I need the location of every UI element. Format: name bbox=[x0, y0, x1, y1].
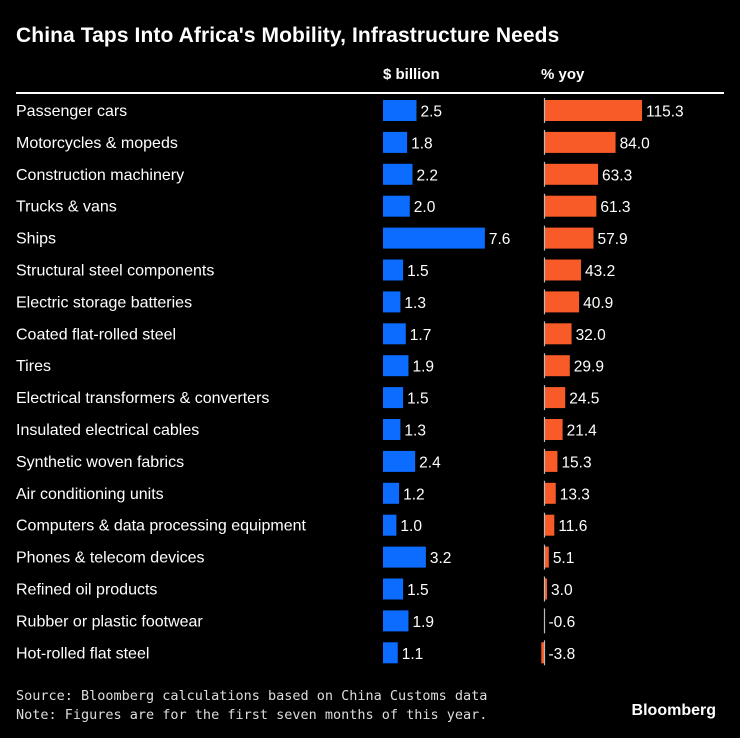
category-label: Refined oil products bbox=[16, 582, 157, 599]
yoy-value-label: 3.0 bbox=[551, 582, 573, 599]
yoy-value-label: 40.9 bbox=[583, 295, 613, 312]
yoy-value-label: 24.5 bbox=[569, 391, 599, 408]
category-label: Coated flat-rolled steel bbox=[16, 326, 176, 343]
yoy-value-label: -0.6 bbox=[549, 614, 576, 631]
billion-bar bbox=[383, 355, 409, 377]
billion-bar bbox=[383, 419, 401, 440]
billion-bar bbox=[383, 387, 404, 409]
billion-bar bbox=[383, 100, 417, 121]
billion-value-label: 1.3 bbox=[404, 295, 426, 312]
yoy-bar bbox=[544, 131, 616, 153]
yoy-bar bbox=[544, 163, 599, 185]
category-label: Rubber or plastic footwear bbox=[16, 613, 203, 630]
billion-value-label: 2.4 bbox=[419, 454, 441, 471]
footnote: Note: Figures are for the first seven mo… bbox=[16, 707, 488, 723]
yoy-value-label: 11.6 bbox=[558, 518, 587, 535]
yoy-value-label: 21.4 bbox=[567, 423, 598, 440]
column-header-yoy: % yoy bbox=[541, 66, 585, 83]
billion-value-label: 1.1 bbox=[402, 646, 424, 663]
billion-value-label: 2.2 bbox=[416, 167, 438, 184]
column-header-billion: $ billion bbox=[383, 66, 440, 83]
billion-bar bbox=[383, 578, 404, 600]
yoy-bar bbox=[544, 100, 643, 121]
yoy-bar bbox=[544, 419, 563, 440]
billion-value-label: 1.2 bbox=[403, 486, 425, 503]
yoy-value-label: 15.3 bbox=[561, 454, 591, 471]
billion-bar bbox=[383, 482, 400, 504]
category-label: Hot-rolled flat steel bbox=[16, 645, 149, 662]
billion-bar bbox=[383, 323, 406, 345]
yoy-value-label: 29.9 bbox=[574, 359, 604, 376]
category-label: Phones & telecom devices bbox=[16, 550, 205, 567]
billion-bar bbox=[383, 131, 408, 153]
billion-value-label: 1.5 bbox=[407, 263, 429, 280]
yoy-bar bbox=[544, 323, 572, 345]
category-label: Electric storage batteries bbox=[16, 294, 192, 311]
yoy-bar bbox=[544, 259, 582, 281]
bar-chart: Passenger cars 2.5 115.3 Motorcycles & mope… bbox=[16, 98, 684, 666]
header-rule bbox=[16, 92, 724, 94]
billion-bar bbox=[383, 642, 398, 664]
yoy-bar bbox=[544, 291, 580, 313]
yoy-bar bbox=[544, 387, 566, 409]
billion-value-label: 3.2 bbox=[430, 550, 452, 567]
billion-value-label: 1.7 bbox=[410, 327, 432, 344]
yoy-value-label: 57.9 bbox=[597, 231, 627, 248]
billion-bar bbox=[383, 227, 485, 249]
category-label: Ships bbox=[16, 231, 56, 248]
yoy-value-label: 13.3 bbox=[560, 486, 590, 503]
yoy-bar bbox=[544, 546, 549, 568]
category-label: Electrical transformers & converters bbox=[16, 390, 269, 407]
yoy-bar bbox=[544, 355, 570, 377]
billion-value-label: 1.5 bbox=[407, 582, 429, 599]
yoy-value-label: 32.0 bbox=[576, 327, 607, 344]
billion-value-label: 1.9 bbox=[412, 359, 434, 376]
yoy-value-label: 5.1 bbox=[553, 550, 575, 567]
yoy-bar bbox=[544, 514, 555, 536]
yoy-bar bbox=[544, 227, 594, 249]
chart-title: China Taps Into Africa's Mobility, Infra… bbox=[16, 24, 560, 47]
yoy-value-label: 43.2 bbox=[585, 263, 615, 280]
category-label: Computers & data processing equipment bbox=[16, 518, 306, 535]
billion-bar bbox=[383, 291, 401, 313]
yoy-value-label: 115.3 bbox=[646, 104, 684, 121]
category-label: Structural steel components bbox=[16, 263, 214, 280]
yoy-bar bbox=[544, 195, 597, 217]
billion-bar bbox=[383, 514, 397, 536]
category-label: Insulated electrical cables bbox=[16, 422, 199, 439]
billion-value-label: 1.0 bbox=[400, 518, 422, 535]
billion-value-label: 2.0 bbox=[414, 199, 436, 216]
source-note: Source: Bloomberg calculations based on … bbox=[16, 688, 488, 704]
category-label: Air conditioning units bbox=[16, 486, 164, 503]
billion-bar bbox=[383, 195, 410, 217]
billion-bar bbox=[383, 450, 416, 472]
yoy-value-label: 84.0 bbox=[620, 135, 651, 152]
bloomberg-logo: Bloomberg bbox=[631, 702, 716, 719]
billion-value-label: 7.6 bbox=[489, 231, 511, 248]
yoy-bar bbox=[541, 642, 545, 664]
billion-value-label: 1.8 bbox=[411, 135, 433, 152]
yoy-value-label: 61.3 bbox=[600, 199, 630, 216]
yoy-value-label: -3.8 bbox=[549, 646, 576, 663]
category-label: Passenger cars bbox=[16, 103, 127, 120]
billion-bar bbox=[383, 163, 413, 185]
category-label: Synthetic woven fabrics bbox=[16, 454, 184, 471]
billion-value-label: 1.3 bbox=[404, 423, 426, 440]
category-label: Tires bbox=[16, 358, 51, 375]
category-label: Trucks & vans bbox=[16, 199, 117, 216]
billion-value-label: 1.5 bbox=[407, 391, 429, 408]
billion-value-label: 2.5 bbox=[421, 104, 443, 121]
yoy-value-label: 63.3 bbox=[602, 167, 632, 184]
yoy-bar bbox=[544, 482, 556, 504]
billion-value-label: 1.9 bbox=[412, 614, 434, 631]
yoy-bar bbox=[544, 578, 548, 600]
category-label: Motorcycles & mopeds bbox=[16, 135, 178, 152]
category-label: Construction machinery bbox=[16, 167, 184, 184]
yoy-bar bbox=[544, 450, 558, 472]
billion-bar bbox=[383, 546, 426, 568]
billion-bar bbox=[383, 259, 404, 281]
billion-bar bbox=[383, 610, 409, 632]
